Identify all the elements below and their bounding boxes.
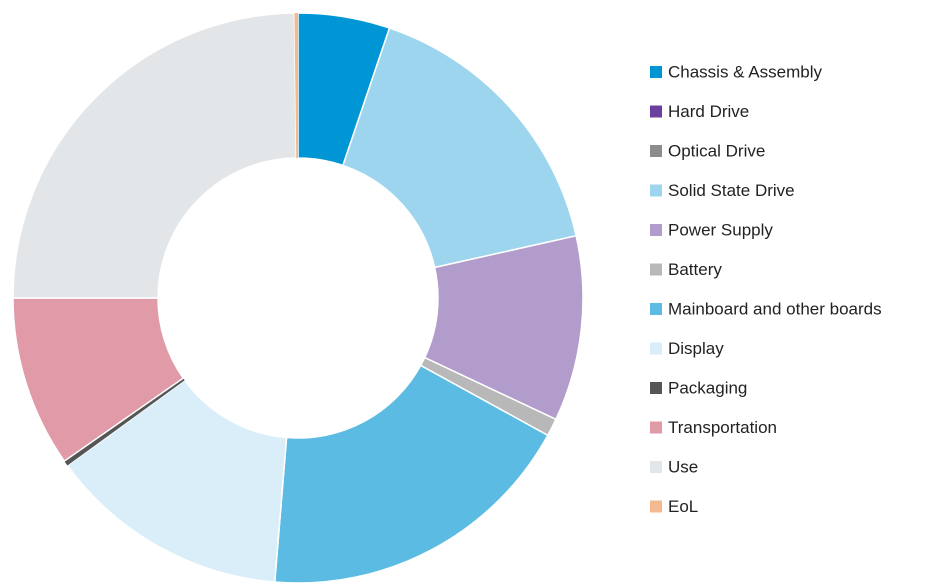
legend-swatch (650, 105, 662, 118)
legend-label: EoL (668, 497, 698, 516)
legend-label: Hard Drive (668, 102, 749, 121)
slice (294, 13, 298, 159)
legend-label: Battery (668, 260, 722, 279)
slice (12, 12, 298, 299)
legend-label: Chassis & Assembly (668, 62, 822, 81)
legend-label: Use (668, 457, 698, 476)
legend-label: Power Supply (668, 220, 773, 239)
legend-swatch (650, 382, 662, 394)
slice (66, 379, 288, 583)
legend-label: Display (668, 339, 724, 358)
legend-label: Optical Drive (668, 141, 765, 160)
legend-swatch (650, 421, 662, 434)
legend-swatch (650, 66, 662, 78)
legend-label: Packaging (668, 378, 747, 397)
legend-swatch (650, 145, 662, 157)
legend-swatch (650, 500, 662, 513)
legend-swatch (650, 303, 662, 315)
slice (273, 364, 549, 584)
legend-swatch (650, 461, 662, 473)
legend-label: Solid State Drive (668, 181, 795, 200)
legend-swatch (650, 224, 662, 236)
slice (341, 27, 578, 269)
legend-label: Mainboard and other boards (668, 299, 882, 318)
legend-swatch (650, 184, 662, 197)
legend-label: Transportation (668, 418, 777, 437)
legend-swatch (650, 342, 662, 355)
legend-swatch (650, 263, 662, 276)
slice (64, 378, 185, 466)
